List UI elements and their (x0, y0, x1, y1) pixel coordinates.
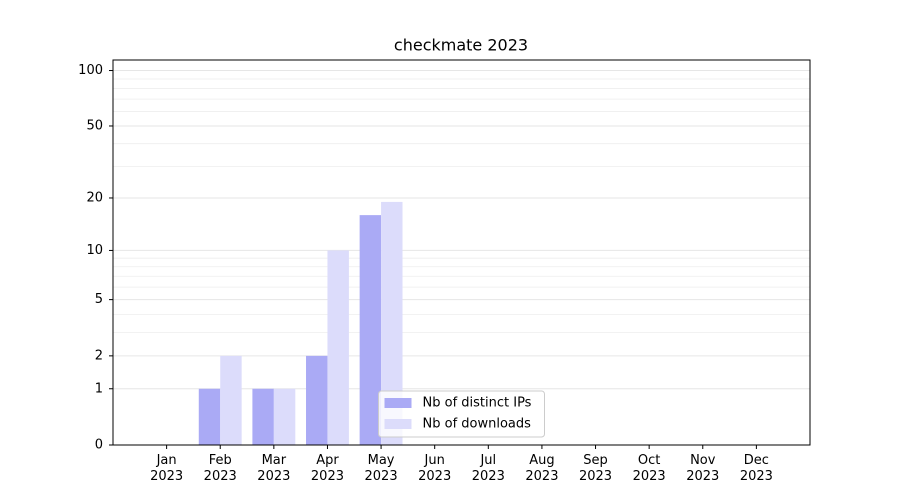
y-tick-label: 100 (78, 63, 103, 78)
x-tick-label: Dec 2023 (739, 453, 773, 484)
y-tick-label: 2 (95, 348, 103, 363)
legend: Nb of distinct IPs Nb of downloads (378, 390, 545, 438)
x-tick-label: Jun 2023 (418, 453, 452, 484)
y-tick-label: 0 (95, 438, 103, 453)
x-tick-label: Jul 2023 (471, 453, 505, 484)
x-tick-label: Feb 2023 (203, 453, 237, 484)
x-tick-label: May 2023 (364, 453, 398, 484)
legend-label: Nb of distinct IPs (423, 396, 532, 411)
bar (381, 201, 403, 445)
y-tick-label: 20 (86, 190, 103, 205)
x-tick-label: Oct 2023 (632, 453, 666, 484)
bar (252, 388, 274, 445)
legend-label: Nb of downloads (423, 417, 532, 432)
x-tick-label: Nov 2023 (686, 453, 720, 484)
y-tick-label: 1 (95, 381, 103, 396)
x-tick-label: Sep 2023 (578, 453, 613, 484)
legend-swatch (384, 398, 412, 408)
bar (306, 355, 328, 445)
bar (359, 215, 382, 445)
bar (220, 355, 242, 445)
axes-frame (112, 59, 811, 446)
x-tick-label: Aug 2023 (525, 453, 559, 484)
bar (273, 388, 296, 445)
y-tick-label: 10 (86, 243, 103, 258)
bar (327, 250, 349, 445)
legend-box (378, 390, 545, 438)
chart-title: checkmate 2023 (394, 36, 528, 55)
y-tick-label: 5 (95, 292, 103, 307)
bar (198, 388, 221, 445)
x-tick-label: Apr 2023 (310, 453, 344, 484)
y-tick-label: 50 (86, 118, 103, 133)
legend-swatch (384, 419, 412, 429)
x-tick-label: Jan 2023 (150, 453, 184, 484)
x-tick-label: Mar 2023 (257, 453, 291, 484)
